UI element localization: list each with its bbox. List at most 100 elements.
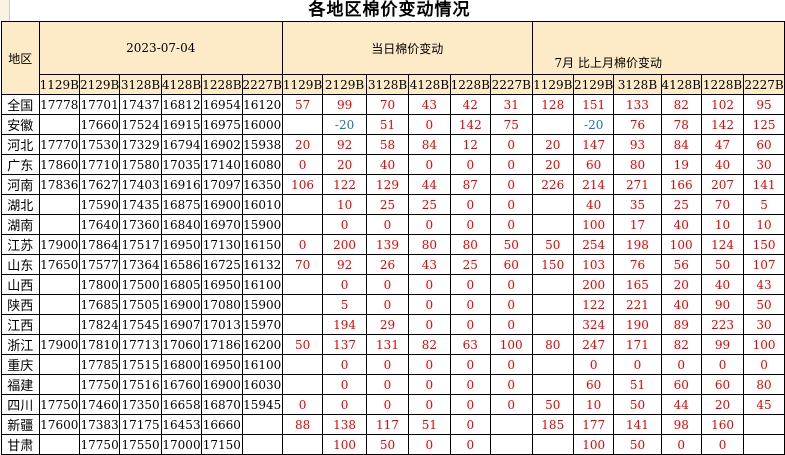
region-cell[interactable]: 湖北 [1, 194, 40, 215]
daily-change-cell[interactable]: 0 [365, 394, 410, 415]
prices-cell[interactable]: 17080 [201, 294, 243, 315]
prices-cell[interactable]: 16950 [201, 274, 243, 295]
prices-cell[interactable] [38, 274, 80, 295]
monthly-change-cell[interactable] [531, 374, 575, 395]
prices-cell[interactable]: 16916 [160, 174, 203, 195]
monthly-change-cell[interactable]: 122 [573, 294, 615, 315]
monthly-change-cell[interactable]: 100 [573, 214, 615, 235]
monthly-change-cell[interactable]: 141 [743, 174, 785, 195]
monthly-change-cell[interactable]: 165 [613, 274, 662, 295]
region-cell[interactable]: 河南 [1, 174, 40, 195]
daily-change-cell[interactable]: 0 [408, 214, 451, 235]
monthly-change-cell[interactable]: 226 [531, 174, 575, 195]
region-cell[interactable]: 山东 [1, 254, 40, 275]
daily-change-cell[interactable]: 0 [489, 134, 533, 155]
daily-change-cell[interactable]: 0 [489, 194, 533, 215]
prices-cell[interactable]: 16975 [201, 114, 243, 135]
daily-change-cell[interactable]: 0 [489, 354, 533, 375]
prices-cell[interactable]: 15900 [241, 294, 283, 315]
prices-cell[interactable] [38, 294, 80, 315]
daily-change-cell[interactable]: 0 [449, 354, 491, 375]
daily-change-cell[interactable]: 10 [322, 194, 367, 215]
monthly-change-cell[interactable]: 5 [743, 194, 785, 215]
prices-cell[interactable]: 16453 [160, 414, 203, 435]
daily-change-cell[interactable]: 92 [322, 254, 367, 275]
daily-change-cell[interactable] [281, 194, 324, 215]
daily-change-cell[interactable]: 0 [408, 274, 451, 295]
prices-cell[interactable]: 16660 [201, 414, 243, 435]
grade-column-header[interactable]: 4128B [408, 74, 451, 95]
monthly-change-cell[interactable]: 200 [573, 274, 615, 295]
monthly-change-cell[interactable]: 124 [700, 234, 745, 255]
prices-cell[interactable]: 16100 [241, 274, 283, 295]
daily-change-cell[interactable]: 0 [449, 374, 491, 395]
monthly-change-cell[interactable]: 56 [660, 254, 702, 275]
prices-cell[interactable] [241, 434, 283, 455]
monthly-change-cell[interactable]: 47 [700, 134, 745, 155]
prices-cell[interactable]: 17778 [38, 94, 80, 115]
monthly-change-cell[interactable]: 324 [573, 314, 615, 335]
monthly-change-cell[interactable]: 10 [743, 214, 785, 235]
monthly-change-cell[interactable]: 76 [613, 114, 662, 135]
daily-change-cell[interactable]: 0 [449, 214, 491, 235]
grade-column-header[interactable]: 4128B [160, 74, 203, 95]
daily-change-cell[interactable]: 0 [365, 214, 410, 235]
monthly-change-cell[interactable]: 90 [700, 294, 745, 315]
daily-change-cell[interactable]: 100 [489, 334, 533, 355]
monthly-change-cell[interactable]: 147 [573, 134, 615, 155]
daily-change-cell[interactable]: 25 [449, 254, 491, 275]
prices-cell[interactable]: 16805 [160, 274, 203, 295]
prices-cell[interactable]: 16970 [201, 214, 243, 235]
monthly-change-cell[interactable]: 0 [700, 354, 745, 375]
region-cell[interactable]: 江苏 [1, 234, 40, 255]
daily-change-cell[interactable]: 194 [322, 314, 367, 335]
prices-cell[interactable]: 15900 [241, 214, 283, 235]
prices-cell[interactable]: 16915 [160, 114, 203, 135]
group-header-date[interactable]: 2023-07-04 [38, 21, 283, 75]
monthly-change-cell[interactable]: 35 [613, 194, 662, 215]
monthly-change-cell[interactable]: 70 [700, 194, 745, 215]
daily-change-cell[interactable]: 57 [281, 94, 324, 115]
prices-cell[interactable]: 17383 [78, 414, 121, 435]
prices-cell[interactable]: 16010 [241, 194, 283, 215]
prices-cell[interactable]: 16900 [201, 194, 243, 215]
daily-change-cell[interactable]: 60 [489, 254, 533, 275]
prices-cell[interactable]: 16800 [160, 354, 203, 375]
prices-cell[interactable]: 17175 [119, 414, 162, 435]
group-header-daily-change[interactable]: 当日棉价变动 [281, 21, 533, 75]
daily-change-cell[interactable]: 80 [408, 234, 451, 255]
daily-change-cell[interactable]: 100 [322, 434, 367, 455]
daily-change-cell[interactable]: 0 [408, 114, 451, 135]
daily-change-cell[interactable]: 0 [322, 394, 367, 415]
daily-change-cell[interactable] [281, 374, 324, 395]
daily-change-cell[interactable]: 0 [489, 214, 533, 235]
prices-cell[interactable]: 16150 [241, 234, 283, 255]
prices-cell[interactable]: 17824 [78, 314, 121, 335]
monthly-change-cell[interactable]: 198 [613, 234, 662, 255]
monthly-change-cell[interactable] [531, 274, 575, 295]
prices-cell[interactable] [38, 354, 80, 375]
daily-change-cell[interactable]: 0 [449, 294, 491, 315]
monthly-change-cell[interactable]: 107 [743, 254, 785, 275]
daily-change-cell[interactable]: 0 [365, 354, 410, 375]
monthly-change-cell[interactable] [531, 194, 575, 215]
daily-change-cell[interactable]: 0 [281, 234, 324, 255]
monthly-change-cell[interactable]: 150 [531, 254, 575, 275]
daily-change-cell[interactable]: 0 [449, 414, 491, 435]
daily-change-cell[interactable]: 106 [281, 174, 324, 195]
daily-change-cell[interactable] [281, 354, 324, 375]
monthly-change-cell[interactable]: -20 [573, 114, 615, 135]
daily-change-cell[interactable]: 87 [449, 174, 491, 195]
monthly-change-cell[interactable]: 60 [573, 154, 615, 175]
monthly-change-cell[interactable] [531, 434, 575, 455]
daily-change-cell[interactable]: 51 [408, 414, 451, 435]
prices-cell[interactable]: 17505 [119, 294, 162, 315]
prices-cell[interactable]: 17515 [119, 354, 162, 375]
prices-cell[interactable]: 17140 [201, 154, 243, 175]
group-header-monthly-change[interactable]: 7月 比上月棉价变动 [531, 21, 785, 75]
monthly-change-cell[interactable]: 78 [660, 114, 702, 135]
region-cell[interactable]: 四川 [1, 394, 40, 415]
daily-change-cell[interactable]: 20 [322, 154, 367, 175]
monthly-change-cell[interactable] [743, 434, 785, 455]
daily-change-cell[interactable]: 0 [408, 354, 451, 375]
